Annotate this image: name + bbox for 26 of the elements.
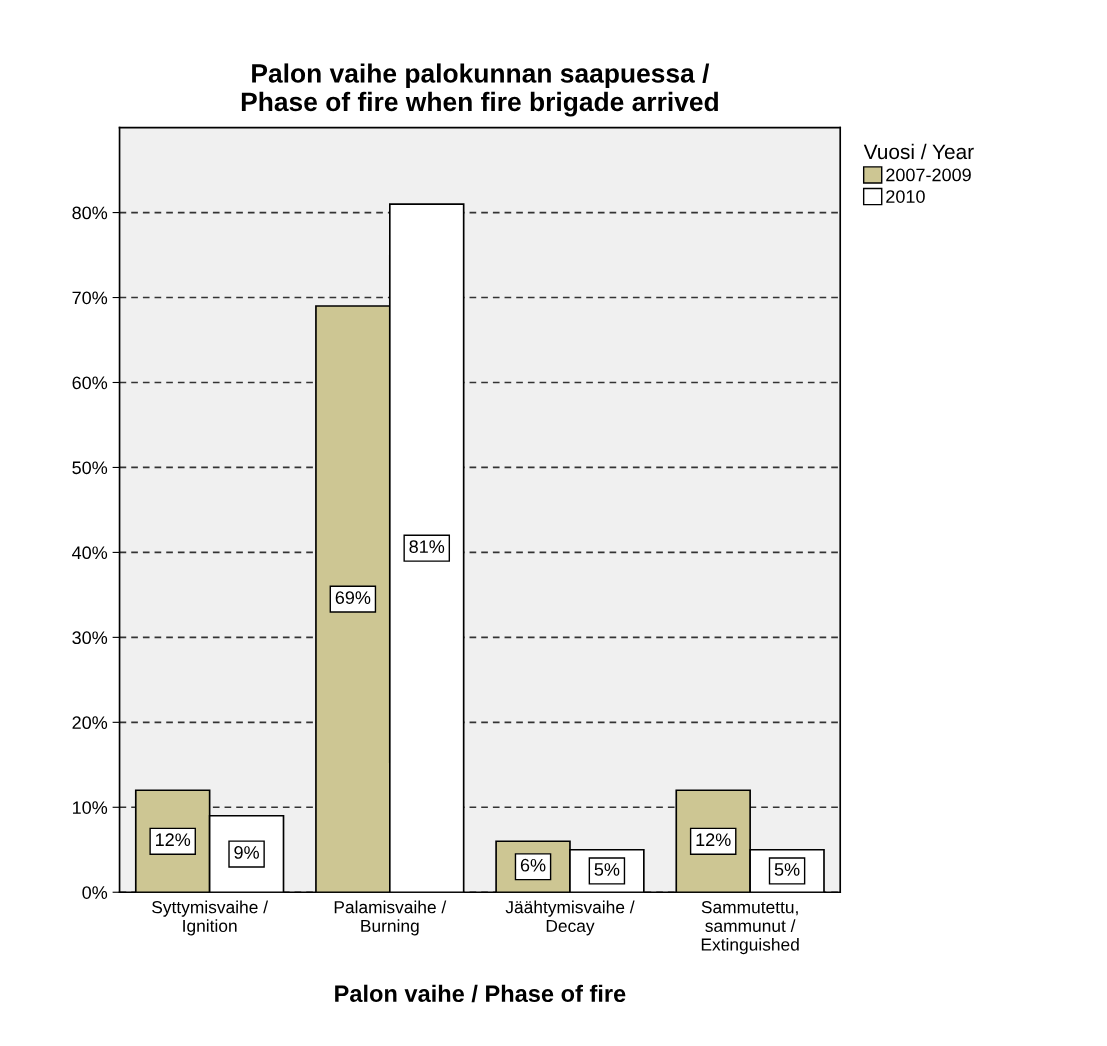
y-tick-label: 30% [72,631,108,645]
legend-label: 2010 [886,190,925,203]
x-tick-label: Palamisvaihe / Burning [334,900,447,936]
data-label: 5% [774,863,800,876]
y-tick-label: 0% [82,886,108,899]
x-tick-label: Sammutettu, sammunut / Extinguished [701,901,799,955]
data-label: 12% [156,833,191,847]
data-label: 69% [335,591,371,604]
data-label: 6% [520,858,546,872]
y-tick-label: 70% [72,291,108,305]
legend-label: 2007-2009 [886,168,971,182]
y-tick-label: 50% [72,461,108,475]
x-axis-title: Palon vaihe / Phase of fire [335,984,626,1003]
x-tick-label: Syttymisvaihe / Ignition [152,900,269,936]
data-label: 5% [594,863,620,876]
data-label: 81% [409,540,445,553]
chart-title: Palon vaihe palokunnan saapuessa / Phase of fire when fire brigade arrived [241,63,718,117]
y-tick-label: 80% [72,206,108,220]
data-label: 9% [234,846,259,859]
y-tick-label: 20% [72,716,108,730]
legend-title: Vuosi / Year [863,143,974,160]
data-label: 12% [696,833,731,847]
y-tick-label: 40% [72,546,108,560]
y-tick-label: 10% [72,801,108,814]
x-tick-label: Jäähtymisvaihe / Decay [505,900,635,936]
y-tick-label: 60% [72,376,108,390]
